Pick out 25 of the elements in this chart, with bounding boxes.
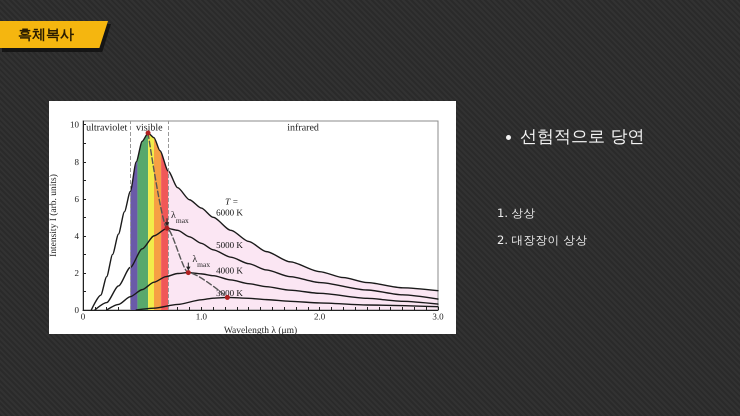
point [146, 130, 151, 136]
series-label: 4000 K [216, 266, 244, 276]
annotation: visible [136, 122, 164, 134]
point [186, 270, 191, 276]
x-axis-title: Wavelength λ (μm) [224, 326, 298, 336]
text: 1. 상상 [497, 205, 536, 221]
y-tick-label: 8 [74, 156, 80, 167]
y-tick-label: 0 [74, 305, 80, 315]
annotation: ultraviolet [86, 122, 128, 134]
point [164, 226, 170, 231]
y-axis-title: Intensity I (arb. units) [49, 174, 60, 257]
text: 2. 대장장이 상상 [497, 232, 588, 248]
y-tick-label: 2 [74, 268, 79, 278]
series-label: 5000 K [216, 240, 244, 250]
y-tick-label: 4 [74, 230, 80, 241]
x-tick-label: 3.0 [432, 312, 444, 322]
x-tick-label: 1.0 [196, 312, 208, 322]
text: 선험적으로 당연 [520, 126, 644, 149]
y-tick-label: 10 [70, 120, 80, 130]
annotation: infrared [287, 122, 319, 134]
chart-title: 흑체복사 [18, 26, 74, 45]
x-tick-label: 2.0 [314, 312, 326, 322]
y-tick-label: 6 [74, 194, 80, 204]
series-label: 6000 K [216, 207, 244, 218]
legend-title: T = [225, 196, 238, 206]
